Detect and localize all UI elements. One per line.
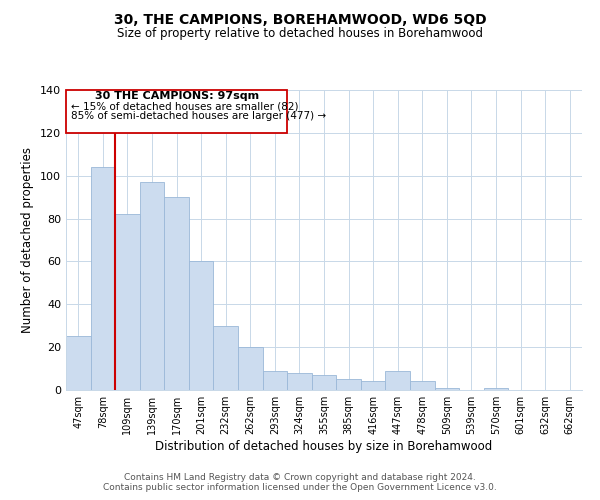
Text: Contains public sector information licensed under the Open Government Licence v3: Contains public sector information licen…: [103, 484, 497, 492]
Bar: [287, 373, 312, 390]
Bar: [164, 197, 189, 390]
Text: 30, THE CAMPIONS, BOREHAMWOOD, WD6 5QD: 30, THE CAMPIONS, BOREHAMWOOD, WD6 5QD: [113, 12, 487, 26]
FancyBboxPatch shape: [66, 90, 287, 133]
Text: ← 15% of detached houses are smaller (82): ← 15% of detached houses are smaller (82…: [71, 101, 298, 111]
X-axis label: Distribution of detached houses by size in Borehamwood: Distribution of detached houses by size …: [155, 440, 493, 453]
Bar: [66, 336, 91, 390]
Text: 30 THE CAMPIONS: 97sqm: 30 THE CAMPIONS: 97sqm: [95, 92, 259, 102]
Text: 85% of semi-detached houses are larger (477) →: 85% of semi-detached houses are larger (…: [71, 110, 326, 120]
Bar: [91, 167, 115, 390]
Bar: [140, 182, 164, 390]
Bar: [385, 370, 410, 390]
Text: Size of property relative to detached houses in Borehamwood: Size of property relative to detached ho…: [117, 28, 483, 40]
Bar: [214, 326, 238, 390]
Bar: [238, 347, 263, 390]
Bar: [361, 382, 385, 390]
Bar: [312, 375, 336, 390]
Y-axis label: Number of detached properties: Number of detached properties: [22, 147, 34, 333]
Bar: [484, 388, 508, 390]
Bar: [410, 382, 434, 390]
Bar: [434, 388, 459, 390]
Text: Contains HM Land Registry data © Crown copyright and database right 2024.: Contains HM Land Registry data © Crown c…: [124, 474, 476, 482]
Bar: [115, 214, 140, 390]
Bar: [189, 262, 214, 390]
Bar: [336, 380, 361, 390]
Bar: [263, 370, 287, 390]
